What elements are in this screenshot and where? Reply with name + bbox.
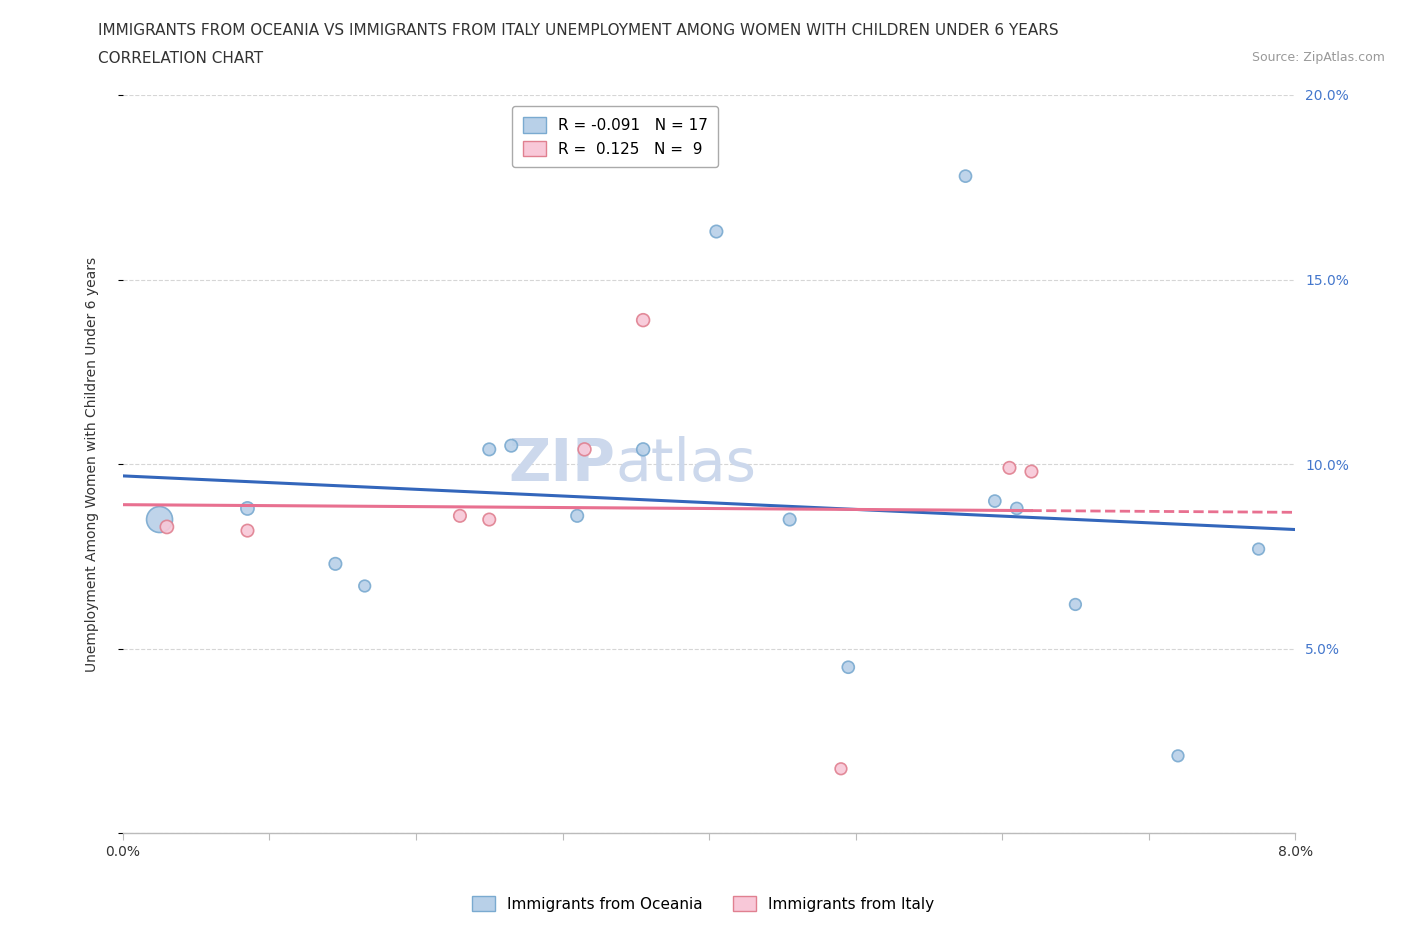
Y-axis label: Unemployment Among Women with Children Under 6 years: Unemployment Among Women with Children U… bbox=[86, 257, 100, 671]
Point bbox=[1247, 541, 1270, 556]
Point bbox=[567, 509, 589, 524]
Point bbox=[1064, 597, 1087, 612]
Point bbox=[156, 520, 179, 535]
Point bbox=[837, 659, 859, 674]
Point bbox=[236, 524, 259, 538]
Point bbox=[325, 556, 347, 571]
Point bbox=[631, 312, 654, 327]
Text: ZIP: ZIP bbox=[509, 435, 616, 493]
Point bbox=[1167, 749, 1189, 764]
Legend: Immigrants from Oceania, Immigrants from Italy: Immigrants from Oceania, Immigrants from… bbox=[465, 889, 941, 918]
Point bbox=[478, 512, 501, 527]
Point bbox=[706, 224, 728, 239]
Point bbox=[353, 578, 375, 593]
Text: IMMIGRANTS FROM OCEANIA VS IMMIGRANTS FROM ITALY UNEMPLOYMENT AMONG WOMEN WITH C: IMMIGRANTS FROM OCEANIA VS IMMIGRANTS FR… bbox=[98, 23, 1059, 38]
Text: atlas: atlas bbox=[616, 435, 756, 493]
Point bbox=[998, 460, 1021, 475]
Point bbox=[574, 442, 596, 457]
Point bbox=[236, 501, 259, 516]
Point bbox=[1021, 464, 1043, 479]
Point bbox=[501, 438, 523, 453]
Point bbox=[478, 442, 501, 457]
Legend: R = -0.091   N = 17, R =  0.125   N =  9: R = -0.091 N = 17, R = 0.125 N = 9 bbox=[512, 106, 718, 167]
Point bbox=[1005, 501, 1028, 516]
Point bbox=[631, 442, 654, 457]
Text: Source: ZipAtlas.com: Source: ZipAtlas.com bbox=[1251, 51, 1385, 64]
Point bbox=[984, 494, 1007, 509]
Point bbox=[779, 512, 801, 527]
Text: CORRELATION CHART: CORRELATION CHART bbox=[98, 51, 263, 66]
Point bbox=[148, 512, 170, 527]
Point bbox=[955, 168, 977, 183]
Point bbox=[449, 509, 471, 524]
Point bbox=[830, 762, 852, 777]
